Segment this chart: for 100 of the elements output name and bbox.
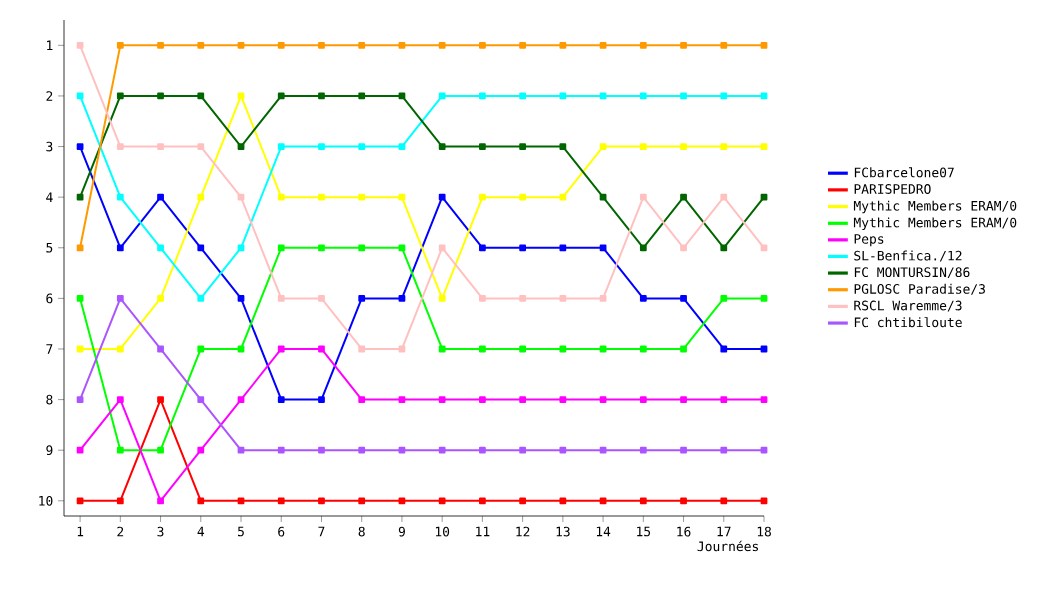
point [277,294,285,302]
point [639,193,647,201]
point [438,396,446,403]
point [639,446,647,454]
point [358,92,366,100]
point [197,92,205,100]
point [76,497,84,505]
point [519,345,527,353]
point [237,41,245,49]
point [157,41,164,49]
point [438,92,446,100]
point [358,143,366,150]
point [760,41,768,49]
point [479,92,486,100]
point [318,143,325,150]
point [237,446,245,454]
point [237,193,245,201]
point [318,497,325,505]
point [318,294,325,302]
point [639,92,647,100]
point [237,244,245,252]
point [277,244,285,252]
point [358,497,366,505]
point [197,497,205,505]
point [398,396,406,403]
point [318,193,325,201]
point [398,193,406,201]
point [760,446,768,454]
point [720,143,728,150]
point [519,294,527,302]
point [438,244,446,252]
point [237,294,245,302]
point [398,41,406,49]
point [680,41,687,49]
point [720,193,728,201]
point [438,497,446,505]
point [479,396,486,403]
point [519,244,527,252]
point [519,396,527,403]
point [559,396,567,403]
point [479,294,486,302]
point [599,396,607,403]
point [639,143,647,150]
point [599,446,607,454]
point [720,92,728,100]
point [680,396,687,403]
point [197,345,205,353]
point [237,396,245,403]
point [157,345,164,353]
point [479,497,486,505]
point [237,497,245,505]
point [438,41,446,49]
point [760,497,768,505]
point [599,497,607,505]
point [519,41,527,49]
point [197,193,205,201]
point [157,446,164,454]
point [358,41,366,49]
point [318,41,325,49]
point [76,143,84,150]
point [680,143,687,150]
point [479,143,486,150]
point [559,446,567,454]
point [157,396,164,403]
point [358,446,366,454]
point [76,41,84,49]
point [277,396,285,403]
point [157,143,164,150]
point [358,396,366,403]
point [277,92,285,100]
point [438,143,446,150]
point [639,244,647,252]
point [559,294,567,302]
point [559,143,567,150]
point [559,345,567,353]
point [116,396,124,403]
point [116,497,124,505]
point [277,345,285,353]
point [277,446,285,454]
point [197,294,205,302]
point [76,193,84,201]
point [116,446,124,454]
point [639,294,647,302]
point [680,244,687,252]
point [116,193,124,201]
point [318,396,325,403]
point [116,92,124,100]
point [519,497,527,505]
point [197,396,205,403]
point [519,193,527,201]
point [479,193,486,201]
point [318,446,325,454]
point [599,41,607,49]
point [720,396,728,403]
point [277,193,285,201]
point [519,143,527,150]
point [157,92,164,100]
point [680,193,687,201]
point [157,497,164,505]
point [197,446,205,454]
